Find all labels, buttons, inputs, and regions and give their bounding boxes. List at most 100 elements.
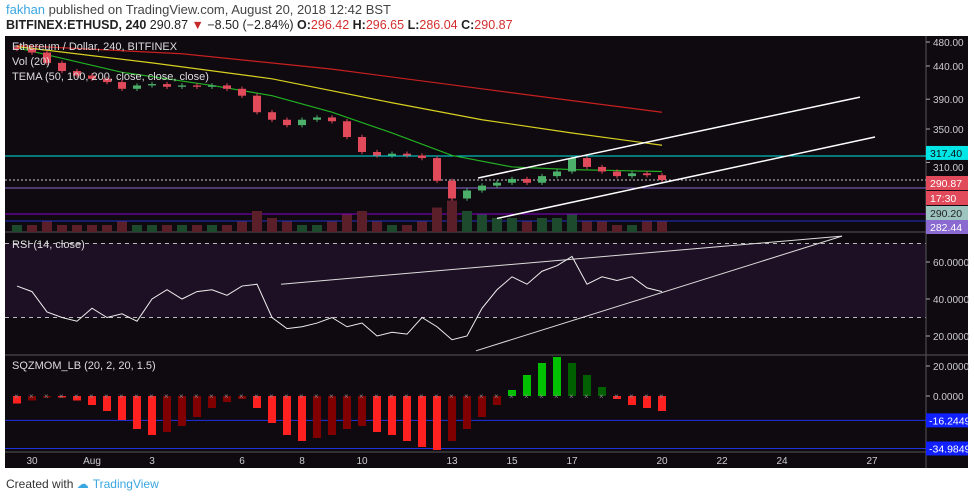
author-link[interactable]: fakhan xyxy=(6,2,46,17)
sqz-bar xyxy=(223,396,231,402)
squeeze-dot: × xyxy=(644,392,649,401)
sqz-bar xyxy=(583,375,591,396)
time-label: 30 xyxy=(26,456,38,467)
volume-bar xyxy=(642,221,652,232)
time-label: 22 xyxy=(716,456,728,467)
squeeze-dot: × xyxy=(329,392,334,401)
volume-bar xyxy=(417,221,427,232)
time-label: 27 xyxy=(866,456,878,467)
sqz-bar xyxy=(433,396,441,450)
rsi-trendline xyxy=(280,235,843,285)
squeeze-dot: × xyxy=(374,392,379,401)
time-label: 17 xyxy=(566,456,578,467)
price-marker xyxy=(926,206,968,220)
candle xyxy=(463,190,471,199)
volume-bar xyxy=(552,218,562,232)
candle xyxy=(358,137,366,152)
volume-bar xyxy=(492,218,502,232)
low-value: 286.04 xyxy=(419,18,458,32)
volume-bar xyxy=(477,214,487,232)
candle xyxy=(13,47,21,49)
symbol: BITFINEX:ETHUSD, 240 xyxy=(6,18,147,32)
volume-bar xyxy=(252,211,262,232)
squeeze-dot: × xyxy=(254,392,259,401)
sqz-bar xyxy=(88,396,96,405)
rsi-tick-label: 40.0000 xyxy=(933,295,970,306)
candle xyxy=(283,119,291,126)
sqz-bar xyxy=(418,396,426,447)
sqz-bar xyxy=(58,396,66,398)
squeeze-dot: × xyxy=(164,392,169,401)
rsi-band xyxy=(5,243,926,318)
price-tick-label: 480.00 xyxy=(933,38,964,49)
volume-bar xyxy=(177,225,187,232)
price-marker xyxy=(926,220,968,234)
last-price: 290.87 xyxy=(149,18,189,32)
volume-bar xyxy=(42,221,52,232)
publish-info: published on TradingView.com, August 20,… xyxy=(45,2,391,17)
volume-bar xyxy=(147,225,157,232)
candle xyxy=(418,155,426,159)
sqz-bar xyxy=(538,363,546,396)
legend-vol: Vol (20) xyxy=(12,56,50,68)
sqz-tick-label: 20.0000 xyxy=(933,362,970,373)
candle xyxy=(103,78,111,83)
candle xyxy=(448,180,456,199)
volume-bar xyxy=(327,221,337,232)
candle xyxy=(388,153,396,156)
sqz-bar xyxy=(373,396,381,432)
sqz-bar xyxy=(463,396,471,429)
volume-bar xyxy=(132,225,142,232)
tradingview-link[interactable]: TradingView xyxy=(92,477,159,491)
down-arrow-icon: ▼ xyxy=(191,18,204,32)
volume-bar xyxy=(537,218,547,232)
close-label: C: xyxy=(461,18,475,32)
squeeze-dot: × xyxy=(449,392,454,401)
sqz-bar xyxy=(73,396,81,401)
sqz-bar xyxy=(103,396,111,411)
sqz-bar xyxy=(388,396,396,435)
candle xyxy=(298,119,306,126)
sqz-bar xyxy=(193,396,201,417)
volume-bar xyxy=(162,225,172,232)
squeeze-dot: × xyxy=(299,392,304,401)
time-label: 20 xyxy=(656,456,668,467)
volume-bar xyxy=(222,225,232,232)
squeeze-dot: × xyxy=(434,392,439,401)
squeeze-dot: × xyxy=(149,392,154,401)
volume-bar xyxy=(27,225,37,232)
sqz-bar xyxy=(493,396,501,405)
chart-canvas[interactable]: × × × × × × × × × × × × × × × × × × × × × × × × × × × × × × × × × × × × × × × ×… xyxy=(0,36,974,470)
price-marker xyxy=(926,176,968,190)
sqz-bar xyxy=(568,363,576,396)
candle xyxy=(313,117,321,120)
candle xyxy=(253,95,261,113)
squeeze-dot: × xyxy=(104,392,109,401)
volume-bar xyxy=(387,225,397,232)
tema-line xyxy=(16,47,663,173)
candle xyxy=(493,182,501,186)
symbol-line: BITFINEX:ETHUSD, 240 290.87 ▼ −8.50 (−2.… xyxy=(6,18,513,33)
candle xyxy=(133,85,141,89)
squeeze-dot: × xyxy=(419,392,424,401)
price-marker-label: 290.20 xyxy=(930,208,962,220)
squeeze-dot: × xyxy=(239,392,244,401)
price-tick-label: 310.00 xyxy=(933,163,964,174)
high-value: 296.65 xyxy=(365,18,405,32)
price-tick-label: 350.00 xyxy=(933,125,964,136)
volume-bar xyxy=(582,221,592,232)
volume-bar xyxy=(297,225,307,232)
time-label: 3 xyxy=(149,456,155,467)
volume-bar xyxy=(237,221,247,232)
volume-bar xyxy=(402,225,412,232)
candle xyxy=(523,178,531,183)
legend-sqzmom: SQZMOM_LB (20, 2, 20, 1.5) xyxy=(12,360,156,372)
squeeze-dot: × xyxy=(554,392,559,401)
volume-bar xyxy=(567,214,577,232)
candle xyxy=(328,117,336,122)
candle xyxy=(598,166,606,172)
sqz-marker-label: -16.2449 xyxy=(929,415,971,427)
rsi-tick-label: 20.0000 xyxy=(933,332,970,343)
time-label: 6 xyxy=(239,456,245,467)
volume-bar xyxy=(87,225,97,232)
